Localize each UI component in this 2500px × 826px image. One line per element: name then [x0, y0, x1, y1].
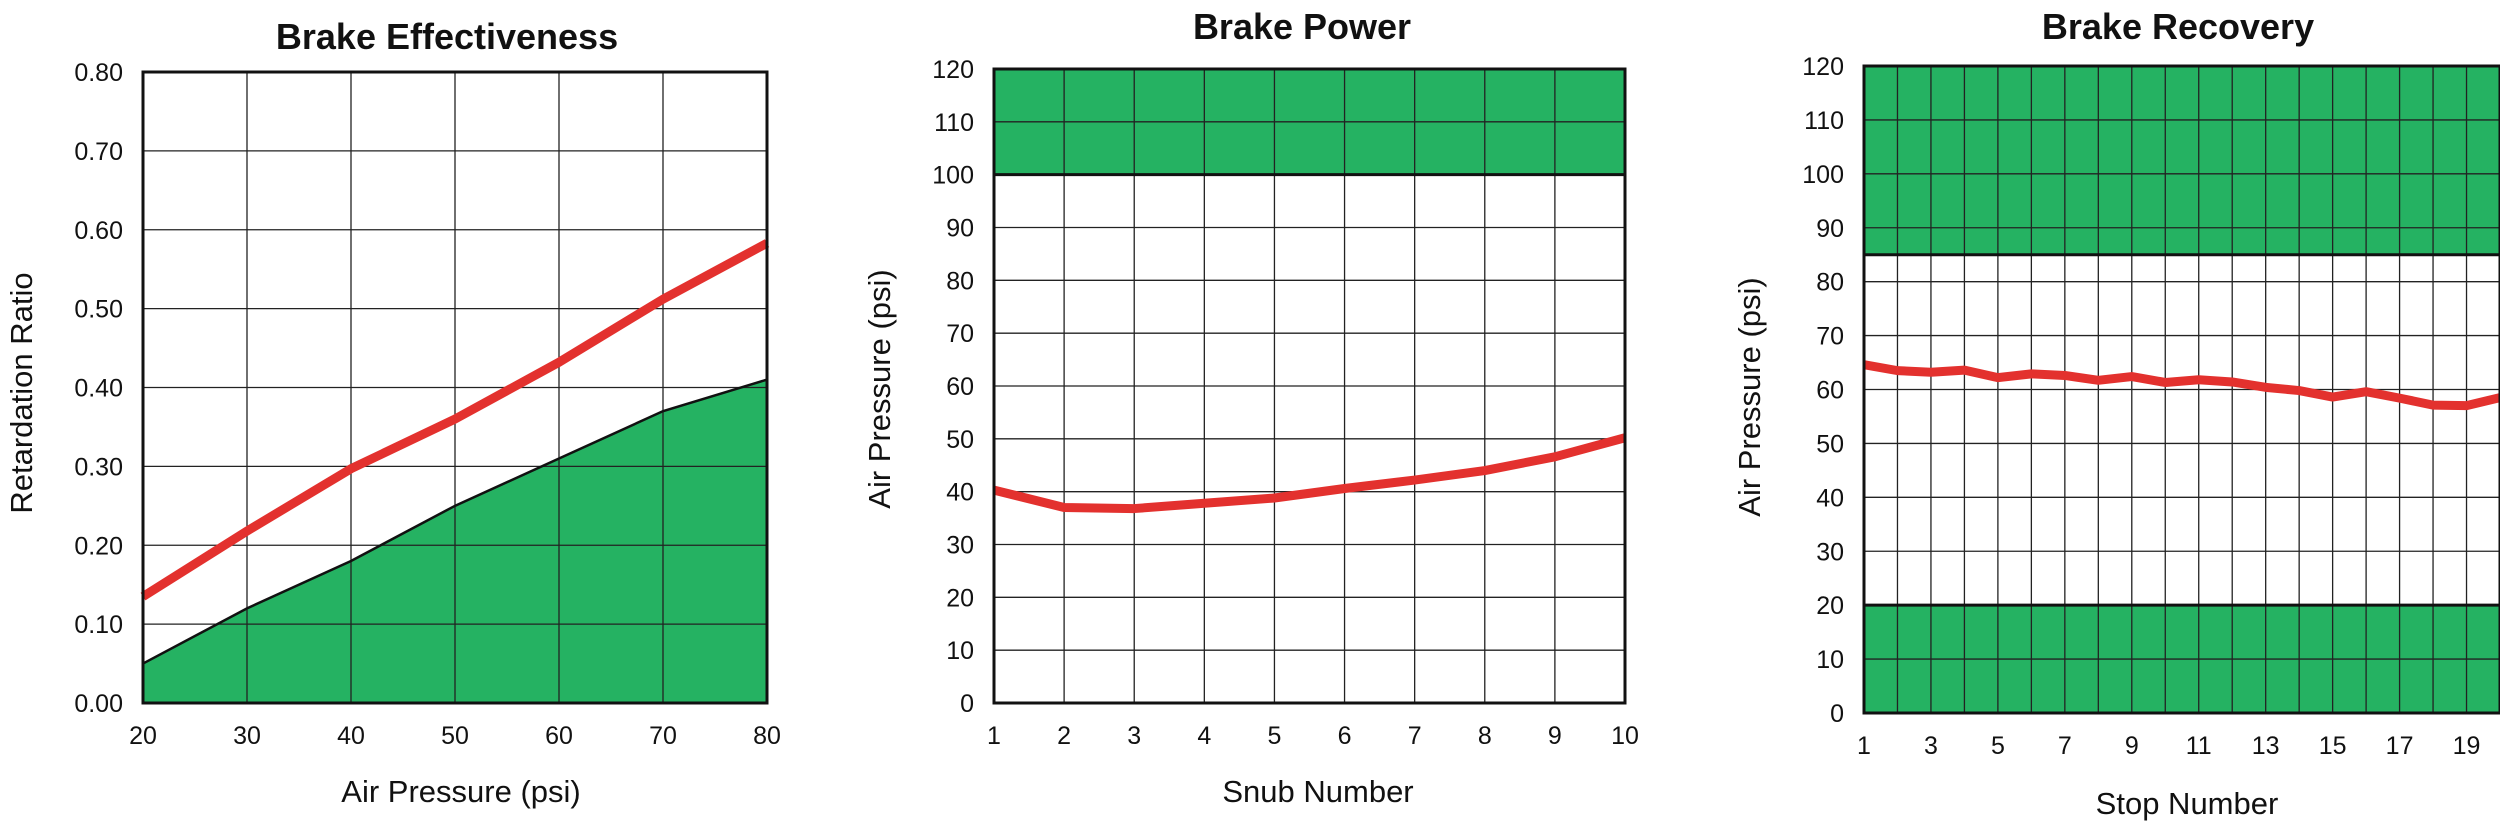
y-tick-label: 80 — [1816, 269, 1844, 297]
y-tick-label: 90 — [946, 215, 974, 243]
chart-brake-power: Brake Power Snub Number Air Pressure (ps… — [862, 6, 1639, 809]
x-tick-label: 6 — [1338, 722, 1352, 750]
x-tick-label: 5 — [1991, 732, 2005, 760]
x-tick-label: 20 — [129, 722, 157, 750]
x-axis-label: Air Pressure (psi) — [341, 774, 580, 809]
y-tick-label: 0 — [960, 690, 974, 718]
y-tick-label: 0.70 — [74, 138, 123, 166]
y-tick-label: 110 — [934, 109, 974, 137]
plot-frame — [141, 70, 769, 705]
x-axis-label: Stop Number — [2096, 786, 2279, 821]
y-tick-label: 10 — [1816, 646, 1844, 674]
y-tick-label: 120 — [932, 56, 974, 84]
y-tick-label: 0.10 — [74, 611, 123, 639]
series-line — [140, 239, 770, 601]
y-axis-label: Air Pressure (psi) — [1732, 277, 1767, 516]
y-tick-label: 40 — [946, 479, 974, 507]
plot-area — [992, 67, 1627, 705]
x-axis-label: Snub Number — [1222, 774, 1413, 809]
y-tick-label: 20 — [946, 584, 974, 612]
series-line — [1863, 360, 2500, 411]
x-tick-label: 10 — [1611, 722, 1639, 750]
y-tick-label: 50 — [946, 426, 974, 454]
x-tick-label: 7 — [1408, 722, 1422, 750]
y-tick-label: 30 — [946, 532, 974, 560]
y-tick-label: 50 — [1816, 430, 1844, 458]
x-tick-label: 13 — [2252, 732, 2280, 760]
chart-title: Brake Effectiveness — [276, 16, 618, 57]
x-tick-label: 40 — [337, 722, 365, 750]
x-tick-label: 80 — [753, 722, 781, 750]
chart-brake-recovery: Brake Recovery Stop Number Air Pressure … — [1732, 6, 2500, 821]
x-tick-label: 8 — [1478, 722, 1492, 750]
x-tick-label: 7 — [2058, 732, 2072, 760]
x-tick-label: 3 — [1127, 722, 1141, 750]
y-axis-label: Air Pressure (psi) — [862, 269, 897, 508]
y-tick-label: 100 — [932, 162, 974, 190]
chart-brake-effectiveness: Brake Effectiveness Air Pressure (psi) R… — [4, 16, 781, 809]
acceptance-zone — [1864, 66, 2500, 255]
y-tick-label: 40 — [1816, 484, 1844, 512]
y-tick-label: 70 — [1816, 323, 1844, 351]
y-tick-label: 0.30 — [74, 453, 123, 481]
x-tick-label: 4 — [1197, 722, 1211, 750]
y-axis-label: Retardation Ratio — [4, 272, 39, 513]
chart-title: Brake Power — [1193, 6, 1411, 47]
y-tick-label: 0.80 — [74, 59, 123, 87]
y-tick-label: 0 — [1830, 700, 1844, 728]
zone-boundary-line — [142, 378, 768, 665]
y-tick-label: 70 — [946, 320, 974, 348]
plot-frame — [992, 67, 1627, 705]
series-line — [992, 433, 1627, 514]
x-tick-label: 3 — [1924, 732, 1938, 760]
y-tick-label: 0.00 — [74, 690, 123, 718]
y-tick-label: 0.50 — [74, 296, 123, 324]
y-tick-label: 30 — [1816, 538, 1844, 566]
plot-area — [140, 70, 770, 705]
y-tick-label: 110 — [1804, 107, 1844, 135]
y-tick-label: 60 — [1816, 377, 1844, 405]
x-tick-label: 1 — [987, 722, 1001, 750]
x-tick-label: 15 — [2319, 732, 2347, 760]
x-tick-label: 1 — [1857, 732, 1871, 760]
y-tick-label: 20 — [1816, 592, 1844, 620]
x-tick-label: 30 — [233, 722, 261, 750]
plot-area — [1862, 64, 2500, 715]
x-tick-label: 19 — [2453, 732, 2481, 760]
x-tick-label: 50 — [441, 722, 469, 750]
x-tick-label: 9 — [1548, 722, 1562, 750]
y-tick-label: 120 — [1802, 53, 1844, 81]
y-tick-label: 0.20 — [74, 532, 123, 560]
x-tick-label: 17 — [2386, 732, 2414, 760]
x-tick-label: 60 — [545, 722, 573, 750]
y-tick-label: 10 — [946, 637, 974, 665]
x-tick-label: 11 — [2186, 732, 2212, 760]
x-tick-label: 2 — [1057, 722, 1071, 750]
chart-title: Brake Recovery — [2042, 6, 2314, 47]
y-tick-label: 0.60 — [74, 217, 123, 245]
y-tick-label: 80 — [946, 267, 974, 295]
x-tick-label: 5 — [1267, 722, 1281, 750]
y-tick-label: 0.40 — [74, 375, 123, 403]
plot-frame — [1862, 64, 2500, 715]
x-tick-label: 70 — [649, 722, 677, 750]
y-tick-label: 90 — [1816, 215, 1844, 243]
y-tick-label: 60 — [946, 373, 974, 401]
y-tick-label: 100 — [1802, 161, 1844, 189]
x-tick-label: 9 — [2125, 732, 2139, 760]
